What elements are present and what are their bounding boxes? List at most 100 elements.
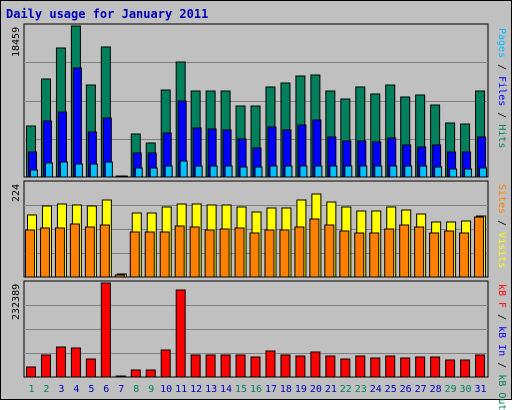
bar-pages-day-12 — [194, 165, 203, 178]
bar-kbytes-day-31 — [475, 354, 486, 378]
bar-kbytes-day-5 — [85, 358, 96, 378]
x-tick-label-3: 3 — [58, 384, 64, 395]
x-tick-label-17: 17 — [265, 384, 277, 395]
bar-pages-day-17 — [269, 165, 278, 178]
bar-sites-day-20 — [309, 218, 320, 278]
bar-kbytes-day-17 — [265, 350, 276, 378]
x-tick-label-31: 31 — [474, 384, 486, 395]
bar-sites-day-25 — [384, 228, 395, 278]
x-tick-label-16: 16 — [250, 384, 262, 395]
bar-kbytes-day-3 — [55, 346, 66, 378]
bar-sites-day-17 — [264, 229, 275, 278]
bar-pages-day-26 — [404, 165, 413, 178]
x-tick-label-12: 12 — [190, 384, 202, 395]
x-tick-label-20: 20 — [310, 384, 322, 395]
x-tick-label-4: 4 — [73, 384, 79, 395]
bar-pages-day-25 — [389, 165, 398, 178]
bar-kbytes-day-7 — [115, 375, 126, 378]
bar-pages-day-23 — [359, 165, 368, 178]
bar-pages-day-16 — [254, 166, 263, 178]
bar-kbytes-day-28 — [430, 356, 441, 378]
bar-pages-day-2 — [44, 162, 53, 178]
x-tick-label-25: 25 — [385, 384, 397, 395]
bar-sites-day-27 — [414, 226, 425, 278]
bar-pages-day-18 — [284, 165, 293, 178]
bar-sites-day-28 — [429, 232, 440, 278]
bar-sites-day-4 — [69, 223, 80, 278]
bar-sites-day-6 — [99, 224, 110, 278]
bar-pages-day-27 — [419, 165, 428, 178]
bar-pages-day-3 — [59, 161, 68, 178]
bar-kbytes-day-6 — [100, 282, 111, 378]
x-tick-label-30: 30 — [460, 384, 472, 395]
x-tick-label-8: 8 — [133, 384, 139, 395]
bar-pages-day-14 — [224, 165, 233, 178]
bar-sites-day-9 — [144, 231, 155, 278]
bar-pages-day-19 — [299, 165, 308, 178]
x-tick-label-6: 6 — [103, 384, 109, 395]
bar-kbytes-day-29 — [445, 359, 456, 378]
bar-sites-day-31 — [474, 216, 485, 278]
bar-kbytes-day-1 — [26, 366, 36, 378]
chart-plot-area: 1 2 3 4 5 6 7 8 9 10 11 12 13 14 15 16 17 18 19 20 21 22 23 24 2… — [23, 23, 489, 395]
bar-pages-day-30 — [464, 168, 473, 178]
bar-pages-day-10 — [164, 165, 173, 178]
bar-kbytes-day-4 — [70, 347, 81, 378]
bar-pages-day-21 — [329, 165, 338, 178]
bar-sites-day-10 — [159, 231, 170, 278]
x-tick-label-19: 19 — [295, 384, 307, 395]
x-tick-label-24: 24 — [370, 384, 382, 395]
bar-sites-day-8 — [129, 231, 140, 278]
bar-pages-day-6 — [104, 161, 113, 178]
bar-kbytes-day-13 — [205, 354, 216, 378]
x-tick-label-28: 28 — [430, 384, 442, 395]
bar-kbytes-day-30 — [460, 359, 471, 378]
bar-sites-day-5 — [84, 226, 95, 278]
bar-pages-day-7 — [119, 175, 128, 178]
bar-pages-day-22 — [344, 165, 353, 178]
bar-kbytes-day-27 — [415, 356, 426, 378]
x-tick-label-11: 11 — [175, 384, 187, 395]
bar-sites-day-15 — [234, 227, 245, 278]
bar-kbytes-day-9 — [145, 369, 156, 378]
x-tick-label-18: 18 — [280, 384, 292, 395]
bar-kbytes-day-22 — [340, 358, 351, 378]
x-tick-label-5: 5 — [88, 384, 94, 395]
bar-kbytes-day-11 — [175, 289, 186, 378]
bar-sites-day-16 — [249, 232, 260, 278]
bar-kbytes-day-19 — [295, 355, 306, 378]
bar-kbytes-day-10 — [160, 349, 171, 378]
bar-pages-day-1 — [30, 169, 38, 178]
bar-pages-day-4 — [74, 163, 83, 178]
bar-kbytes-day-25 — [385, 355, 396, 378]
x-tick-label-13: 13 — [205, 384, 217, 395]
bar-sites-day-22 — [339, 230, 350, 278]
bar-kbytes-day-15 — [235, 354, 246, 378]
x-tick-label-23: 23 — [355, 384, 367, 395]
x-tick-label-29: 29 — [445, 384, 457, 395]
bar-sites-day-14 — [219, 228, 230, 278]
bar-kbytes-day-26 — [400, 357, 411, 378]
bar-pages-day-31 — [479, 167, 488, 178]
x-tick-label-21: 21 — [325, 384, 337, 395]
bar-kbytes-day-21 — [325, 355, 336, 378]
bar-sites-day-1 — [25, 229, 35, 278]
bar-kbytes-day-2 — [40, 354, 51, 378]
x-tick-label-14: 14 — [220, 384, 232, 395]
bar-sites-day-24 — [369, 232, 380, 278]
x-tick-label-15: 15 — [235, 384, 247, 395]
bar-kbytes-day-18 — [280, 354, 291, 378]
x-tick-label-7: 7 — [118, 384, 124, 395]
bar-kbytes-day-14 — [220, 354, 231, 378]
bar-kbytes-day-12 — [190, 354, 201, 378]
bar-pages-day-13 — [209, 165, 218, 178]
bar-kbytes-day-23 — [355, 355, 366, 378]
bar-sites-day-26 — [399, 224, 410, 278]
bar-sites-day-2 — [39, 227, 50, 278]
x-tick-label-9: 9 — [148, 384, 154, 395]
bar-pages-day-24 — [374, 165, 383, 178]
bar-sites-day-29 — [444, 230, 455, 278]
bar-pages-day-29 — [449, 168, 458, 178]
bar-files-day-4 — [72, 67, 82, 178]
x-tick-label-10: 10 — [160, 384, 172, 395]
